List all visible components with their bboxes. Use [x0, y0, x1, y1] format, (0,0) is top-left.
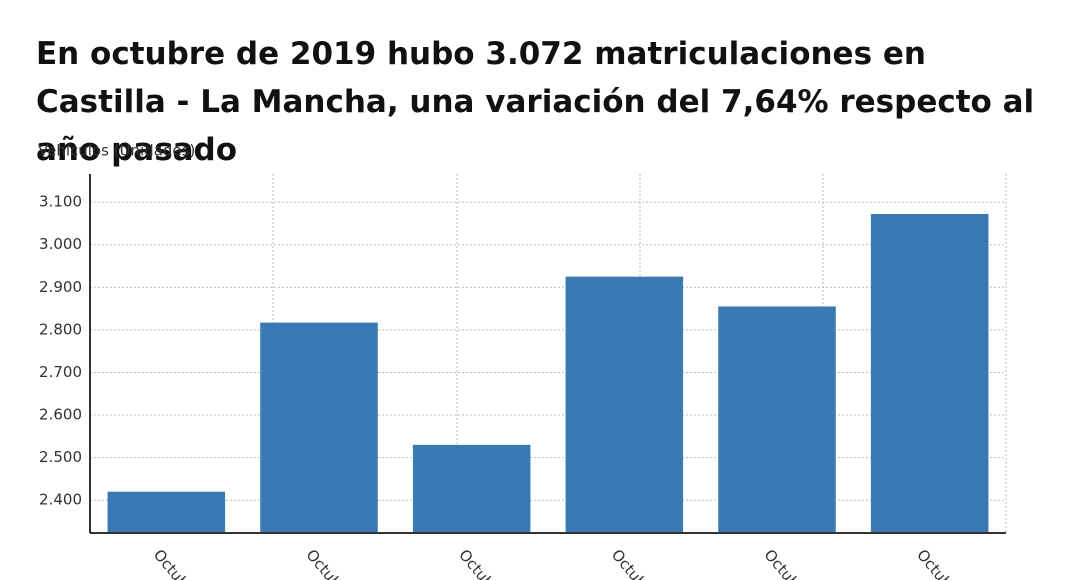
- x-tick-label: Octubre: [913, 546, 965, 580]
- y-tick-label: 3.000: [39, 235, 82, 253]
- x-tick-label: Octubre: [150, 546, 202, 580]
- x-tick-label: Octubre: [608, 546, 660, 580]
- bar: [107, 491, 226, 533]
- x-tick-label: Octubre: [302, 546, 354, 580]
- y-tick-label: 2.700: [39, 363, 82, 381]
- y-tick-label: 2.500: [39, 448, 82, 466]
- x-tick-label: Octubre: [760, 546, 812, 580]
- x-tick-label: Octubre: [455, 546, 507, 580]
- y-tick-label: 2.800: [39, 320, 82, 338]
- y-axis-label: Vehículos (Unidades): [38, 142, 195, 160]
- y-tick-label: 2.600: [39, 406, 82, 424]
- chart-title: En octubre de 2019 hubo 3.072 matriculac…: [36, 36, 1035, 168]
- bar: [412, 444, 531, 533]
- y-tick-label: 2.400: [39, 491, 82, 509]
- y-tick-label: 2.900: [39, 278, 82, 296]
- bar: [718, 306, 836, 533]
- y-tick-label: 3.100: [39, 193, 82, 211]
- bar: [260, 322, 378, 533]
- bar: [565, 276, 684, 533]
- bar: [870, 214, 989, 534]
